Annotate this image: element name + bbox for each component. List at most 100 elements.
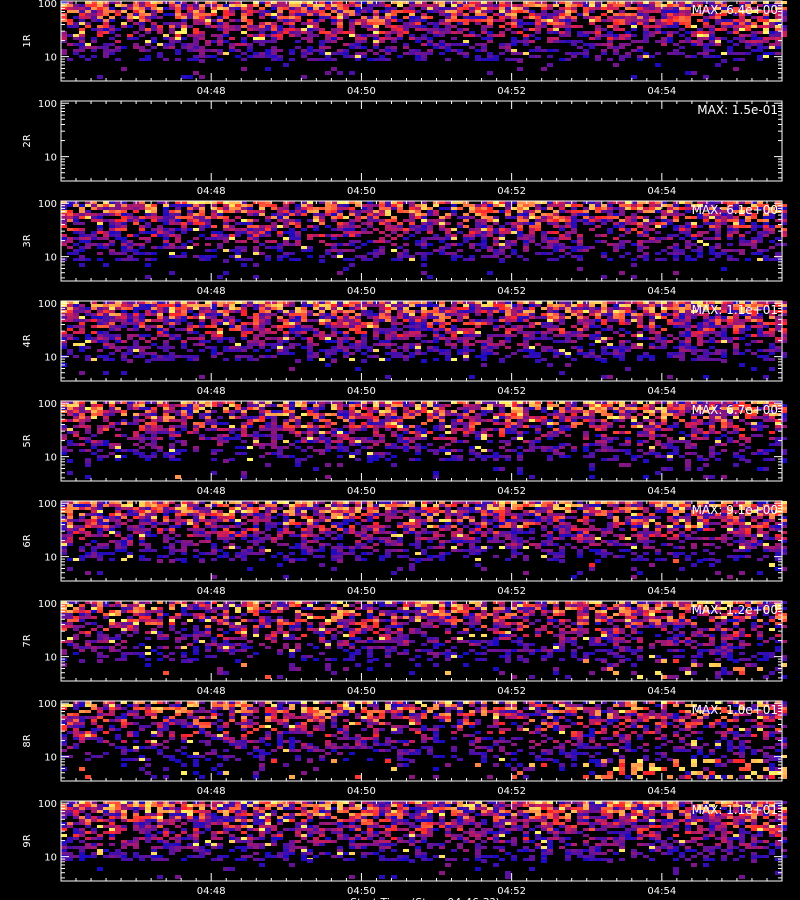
heatmap-cell	[271, 355, 277, 358]
heatmap-cell	[421, 55, 427, 58]
heatmap-cell	[433, 349, 439, 352]
heatmap-cell	[391, 352, 397, 355]
heatmap-cell	[79, 37, 85, 40]
heatmap-cell	[181, 1, 187, 4]
heatmap-cell	[523, 237, 529, 240]
heatmap-cell	[463, 22, 469, 25]
heatmap-cell	[727, 301, 733, 304]
heatmap-cell	[355, 246, 361, 249]
heatmap-cell	[463, 313, 469, 316]
heatmap-cell	[415, 16, 421, 19]
heatmap-cell	[475, 322, 481, 325]
heatmap-cell	[133, 216, 139, 219]
heatmap-cell	[553, 31, 559, 34]
heatmap-cell	[253, 52, 259, 55]
heatmap-cell	[685, 231, 691, 234]
heatmap-cell	[373, 204, 379, 207]
heatmap-cell	[721, 207, 727, 210]
heatmap-cell	[553, 231, 559, 234]
heatmap-cell	[763, 1, 769, 4]
heatmap-cell	[457, 328, 463, 331]
heatmap-cell	[361, 340, 367, 343]
heatmap-cell	[565, 316, 571, 319]
heatmap-cell	[709, 10, 715, 13]
heatmap-cell	[85, 216, 91, 219]
heatmap-cell	[313, 13, 319, 16]
heatmap-cell	[295, 328, 301, 331]
heatmap-cell	[493, 334, 499, 337]
heatmap-cell	[379, 19, 385, 22]
heatmap-cell	[625, 252, 631, 255]
heatmap-cell	[709, 225, 715, 228]
heatmap-cell	[433, 319, 439, 322]
heatmap-cell	[127, 313, 133, 316]
heatmap-cell	[193, 237, 199, 240]
heatmap-cell	[253, 210, 259, 213]
heatmap-cell	[91, 4, 97, 7]
heatmap-cell	[745, 13, 751, 16]
heatmap-cell	[127, 352, 133, 355]
heatmap-cell	[355, 328, 361, 331]
heatmap-cell	[739, 40, 745, 43]
heatmap-cell	[709, 331, 715, 334]
heatmap-cell	[271, 1, 277, 4]
heatmap-cell	[421, 43, 427, 46]
heatmap-cell	[379, 204, 385, 207]
heatmap-cell	[103, 234, 109, 237]
heatmap-cell	[715, 210, 721, 213]
heatmap-cell	[397, 307, 403, 310]
heatmap-cell	[175, 246, 181, 249]
heatmap-cell	[535, 22, 541, 25]
heatmap-cell	[349, 304, 355, 307]
heatmap-cell	[439, 228, 445, 231]
heatmap-cell	[355, 4, 361, 7]
heatmap-cell	[757, 19, 763, 22]
heatmap-cell	[79, 222, 85, 225]
heatmap-cell	[337, 19, 343, 22]
heatmap-cell	[487, 37, 493, 40]
heatmap-cell	[307, 1, 313, 4]
heatmap-cell	[121, 207, 127, 210]
heatmap-cell	[643, 307, 649, 310]
heatmap-cell	[127, 304, 133, 307]
heatmap-cell	[427, 231, 433, 234]
heatmap-cell	[529, 213, 535, 216]
heatmap-cell	[175, 216, 181, 219]
heatmap-cell	[565, 1, 571, 4]
heatmap-cell	[685, 322, 691, 325]
heatmap-cell	[361, 19, 367, 22]
heatmap-cell	[535, 219, 541, 222]
heatmap-cell	[667, 207, 673, 210]
heatmap-cell	[451, 334, 457, 337]
heatmap-cell	[331, 255, 337, 258]
heatmap-cell	[511, 304, 517, 307]
heatmap-cell	[673, 4, 679, 7]
heatmap-cell	[523, 349, 529, 352]
heatmap-cell	[145, 240, 151, 243]
heatmap-cell	[541, 349, 547, 352]
heatmap-cell	[91, 331, 97, 334]
heatmap-cell	[709, 237, 715, 240]
heatmap-cell	[565, 234, 571, 237]
heatmap-cell	[613, 304, 619, 307]
heatmap-cell	[373, 52, 379, 55]
heatmap-cell	[325, 316, 331, 319]
heatmap-cell	[259, 40, 265, 43]
heatmap-cell	[367, 204, 373, 207]
heatmap-cell	[337, 31, 343, 34]
heatmap-cell	[217, 16, 223, 19]
heatmap-cell	[97, 219, 103, 222]
heatmap-cell	[103, 346, 109, 349]
heatmap-cell	[517, 307, 523, 310]
heatmap-cell	[523, 355, 529, 358]
heatmap-cell	[163, 43, 169, 46]
heatmap-cell	[265, 355, 271, 358]
heatmap-cell	[193, 358, 199, 361]
heatmap-cell	[637, 222, 643, 225]
heatmap-cell	[193, 71, 199, 75]
heatmap-cell	[253, 37, 259, 40]
heatmap-cell	[571, 304, 577, 307]
heatmap-cell	[259, 225, 265, 228]
heatmap-cell	[385, 328, 391, 331]
heatmap-cell	[781, 210, 787, 213]
